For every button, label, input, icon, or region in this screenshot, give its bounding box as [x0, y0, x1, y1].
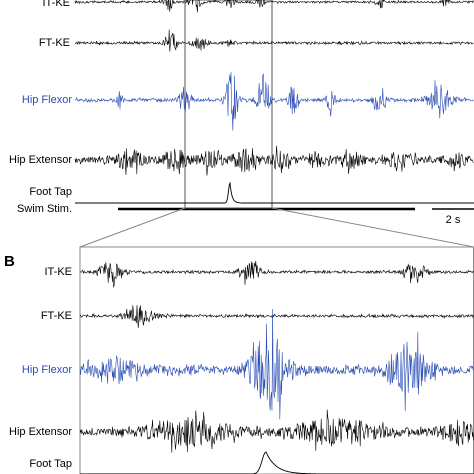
ft-ke-trace [74, 29, 474, 52]
hip-extensor-trace [80, 409, 474, 453]
trace-label: Hip Flexor [22, 94, 72, 106]
trace-label: IT-KE [44, 266, 72, 278]
foot-tap-trace [75, 181, 474, 204]
ft-ke-trace [80, 305, 474, 329]
zoom-line [79, 207, 186, 248]
scale-label: 2 s [446, 214, 461, 226]
trace-label: IT-KE [42, 0, 70, 9]
trace-label: Swim Stim. [17, 203, 72, 215]
hip-flexor-trace [80, 308, 474, 420]
trace-label: FT-KE [41, 310, 72, 322]
trace-label: Hip Extensor [9, 154, 72, 166]
hip-extensor-trace [74, 145, 474, 176]
trace-label: Hip Flexor [22, 364, 72, 376]
hip-flexor-trace [74, 72, 474, 131]
foot-tap-trace [80, 451, 474, 474]
trace-label: Hip Extensor [9, 426, 72, 438]
trace-label: Foot Tap [29, 186, 72, 198]
it-ke-trace [80, 260, 474, 288]
trace-label: FT-KE [39, 37, 70, 49]
traces [74, 0, 474, 204]
panel-label: B [4, 253, 15, 270]
it-ke-trace [74, 0, 474, 13]
traces-b [80, 260, 474, 474]
zoom-box [184, 0, 273, 209]
trace-label: Foot Tap [29, 458, 72, 470]
zoom-line [271, 207, 474, 248]
